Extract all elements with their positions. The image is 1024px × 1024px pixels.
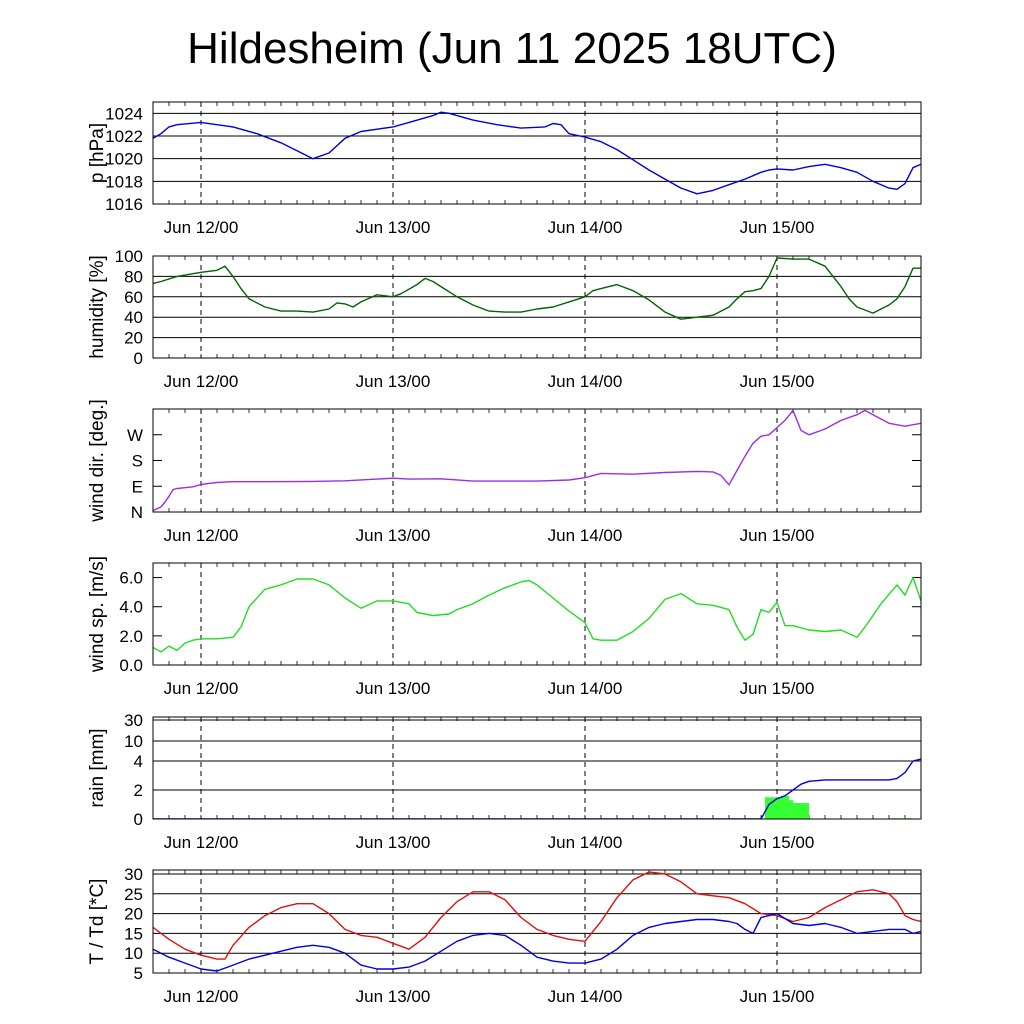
x-tick-label: Jun 12/00 <box>164 833 239 852</box>
x-tick-label: Jun 14/00 <box>548 987 623 1006</box>
wind_dir-line <box>153 409 921 512</box>
x-tick-label: Jun 14/00 <box>548 679 623 698</box>
temperature-line <box>153 871 921 960</box>
y-tick-label: 10 <box>124 732 143 751</box>
x-tick-label: Jun 13/00 <box>356 987 431 1006</box>
y-tick-label: 10 <box>124 944 143 963</box>
y-axis-label: humidity [%] <box>87 255 108 358</box>
x-tick-label: Jun 15/00 <box>740 679 815 698</box>
x-tick-label: Jun 14/00 <box>548 526 623 545</box>
x-tick-label: Jun 13/00 <box>356 679 431 698</box>
y-tick-label: 1022 <box>105 127 143 146</box>
y-tick-label: 80 <box>124 267 143 286</box>
y-axis-label: wind sp. [m/s] <box>87 556 108 673</box>
x-tick-label: Jun 13/00 <box>356 372 431 391</box>
panel-pressure: 1016 1018 1020 1022 1024 Jun 12/00 Jun 13/00 Ju… <box>87 101 922 237</box>
y-tick-label: 1016 <box>105 195 143 214</box>
y-tick-label: 0 <box>134 349 143 368</box>
panel-frame <box>152 255 922 359</box>
y-tick-label: 20 <box>124 905 143 924</box>
y-tick-label: 30 <box>124 711 143 730</box>
wind_speed-line <box>153 576 921 653</box>
panel-frame <box>152 869 922 974</box>
y-tick-label: 0 <box>134 810 143 829</box>
x-tick-label: Jun 12/00 <box>164 526 239 545</box>
y-tick-label: 40 <box>124 308 143 327</box>
rain-bar <box>765 797 781 819</box>
chart-title: Hildesheim (Jun 11 2025 18UTC) <box>187 24 837 73</box>
x-tick-label: Jun 12/00 <box>164 218 239 237</box>
y-tick-label: 6.0 <box>119 569 143 588</box>
panel-frame <box>152 408 922 513</box>
x-tick-label: Jun 15/00 <box>740 987 815 1006</box>
y-tick-label: 5 <box>134 964 143 983</box>
rain-bar <box>793 803 809 819</box>
x-tick-label: Jun 15/00 <box>740 372 815 391</box>
rain_total-line <box>153 758 921 819</box>
x-tick-label: Jun 14/00 <box>548 833 623 852</box>
y-tick-label: 60 <box>124 288 143 307</box>
x-tick-label: Jun 12/00 <box>164 987 239 1006</box>
y-tick-label: 4.0 <box>119 598 143 617</box>
y-tick-label: 25 <box>124 885 143 904</box>
y-tick-label: 15 <box>124 924 143 943</box>
x-tick-label: Jun 12/00 <box>164 372 239 391</box>
y-axis-label: rain [mm] <box>87 728 108 807</box>
x-tick-label: Jun 13/00 <box>356 526 431 545</box>
y-tick-label: 4 <box>134 752 143 771</box>
x-tick-label: Jun 14/00 <box>548 218 623 237</box>
y-tick-label: 20 <box>124 329 143 348</box>
y-tick-label: N <box>131 503 143 522</box>
y-tick-label: E <box>132 477 143 496</box>
y-tick-label: 30 <box>124 865 143 884</box>
panel-frame <box>152 716 922 820</box>
y-axis-label: p [hPa] <box>87 123 108 183</box>
pressure-line <box>153 111 921 195</box>
panel-frame <box>152 101 922 205</box>
y-axis-label: T / Td [*C] <box>87 879 108 965</box>
humidity-line <box>153 257 921 320</box>
y-tick-label: 1020 <box>105 150 143 169</box>
x-tick-label: Jun 15/00 <box>740 218 815 237</box>
y-tick-label: 2 <box>134 781 143 800</box>
x-tick-label: Jun 13/00 <box>356 218 431 237</box>
x-tick-label: Jun 12/00 <box>164 679 239 698</box>
dewpoint-line <box>153 912 921 972</box>
rain-bar <box>781 795 789 819</box>
panel-wind_speed: 0.0 2.0 4.0 6.0 Jun 12/00 Jun 13/00 Jun 14/00 J… <box>87 556 922 698</box>
y-tick-label: 1024 <box>105 104 143 123</box>
y-tick-label: S <box>132 452 143 471</box>
x-tick-label: Jun 15/00 <box>740 526 815 545</box>
panel-rain: 0 2 410 30 Jun 12/00 Jun 13/00 Jun 14/00 Jun 15… <box>87 711 922 852</box>
x-tick-label: Jun 15/00 <box>740 833 815 852</box>
y-axis-label: wind dir. [deg.] <box>87 399 108 523</box>
panel-frame <box>152 562 922 666</box>
y-tick-label: W <box>127 426 143 445</box>
x-tick-label: Jun 14/00 <box>548 372 623 391</box>
y-tick-label: 0.0 <box>119 656 143 675</box>
rain-bar <box>789 800 793 819</box>
y-tick-label: 2.0 <box>119 627 143 646</box>
y-tick-label: 100 <box>115 247 143 266</box>
x-tick-label: Jun 13/00 <box>356 833 431 852</box>
y-tick-label: 1018 <box>105 172 143 191</box>
